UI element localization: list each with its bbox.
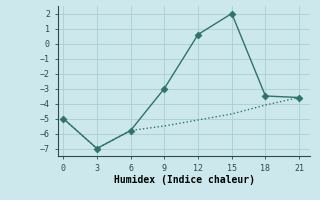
X-axis label: Humidex (Indice chaleur): Humidex (Indice chaleur) [114, 175, 254, 185]
